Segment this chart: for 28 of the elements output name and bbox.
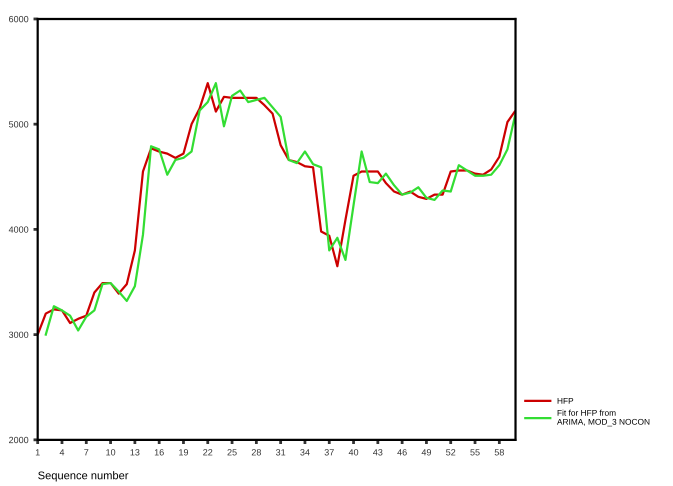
x-tick-label: 55: [470, 449, 480, 456]
x-tick-label: 25: [227, 449, 237, 456]
x-tick-label: 46: [397, 449, 407, 456]
x-tick-label: 28: [252, 449, 261, 456]
x-tick-label: 19: [179, 449, 188, 456]
x-tick-label: 16: [154, 449, 164, 456]
x-tick-label: 40: [348, 449, 358, 456]
x-tick-label: 49: [422, 449, 432, 456]
x-tick-label: 22: [203, 449, 212, 456]
x-tick-label: 43: [373, 449, 382, 456]
x-tick-label: 58: [494, 449, 504, 456]
x-tick-label: 37: [324, 449, 334, 456]
x-tick-label: 7: [84, 449, 88, 456]
x-axis-title: Sequence number: [38, 471, 128, 482]
y-tick-label: 3000: [8, 332, 28, 338]
legend-label: HFP: [558, 398, 574, 404]
x-tick-label: 4: [60, 449, 64, 456]
x-tick-label: 34: [300, 449, 310, 456]
x-tick-label: 1: [36, 449, 40, 456]
x-tick-label: 13: [130, 449, 140, 456]
y-tick-label: 4000: [8, 226, 28, 233]
legend-label: Fit for HFP from ARIMA, MOD_3 NOCON: [556, 410, 650, 426]
x-tick-label: 31: [276, 449, 286, 456]
y-tick-label: 6000: [9, 16, 28, 22]
y-tick-label: 5000: [8, 121, 28, 128]
x-tick-label: 10: [106, 449, 116, 456]
x-tick-label: 52: [446, 449, 456, 456]
y-tick-label: 2000: [9, 436, 28, 444]
